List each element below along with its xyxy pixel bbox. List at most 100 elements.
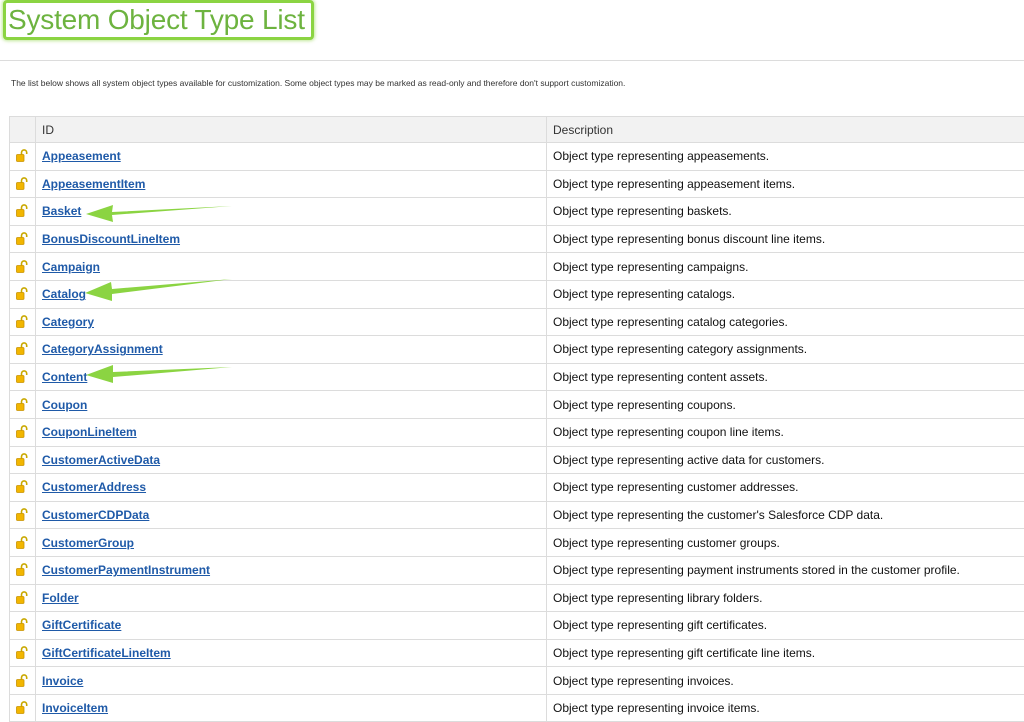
row-icon-cell bbox=[10, 556, 36, 584]
description-cell: Object type representing content assets. bbox=[547, 363, 1024, 391]
object-type-link[interactable]: Invoice bbox=[42, 674, 83, 688]
unlocked-padlock-icon bbox=[16, 233, 28, 247]
unlocked-padlock-icon bbox=[16, 426, 28, 440]
description-cell: Object type representing appeasements. bbox=[547, 143, 1024, 171]
row-icon-cell bbox=[10, 143, 36, 171]
table-row: CustomerGroup Object type representing cu… bbox=[10, 529, 1024, 557]
unlocked-padlock-icon bbox=[16, 619, 28, 633]
header-id: ID bbox=[36, 117, 547, 143]
header-description: Description bbox=[547, 117, 1024, 143]
description-cell: Object type representing customer addres… bbox=[547, 474, 1024, 502]
table-row: Invoice Object type representing invoices… bbox=[10, 667, 1024, 695]
description-cell: Object type representing library folders… bbox=[547, 584, 1024, 612]
description-cell: Object type representing baskets. bbox=[547, 198, 1024, 226]
object-type-link[interactable]: InvoiceItem bbox=[42, 701, 108, 715]
intro-text: The list below shows all system object t… bbox=[11, 78, 625, 88]
object-type-link[interactable]: CustomerActiveData bbox=[42, 453, 160, 467]
id-cell: Basket bbox=[36, 198, 547, 226]
object-type-link[interactable]: GiftCertificate bbox=[42, 618, 121, 632]
id-cell: Appeasement bbox=[36, 143, 547, 171]
unlocked-padlock-icon bbox=[16, 647, 28, 661]
object-type-link[interactable]: Basket bbox=[42, 204, 81, 218]
table-header-row: ID Description bbox=[10, 117, 1024, 143]
row-icon-cell bbox=[10, 225, 36, 253]
object-type-link[interactable]: CustomerAddress bbox=[42, 480, 146, 494]
row-icon-cell bbox=[10, 446, 36, 474]
id-cell: Content bbox=[36, 363, 547, 391]
table-row: Folder Object type representing library f… bbox=[10, 584, 1024, 612]
object-type-link[interactable]: Folder bbox=[42, 591, 79, 605]
unlocked-padlock-icon bbox=[16, 454, 28, 468]
object-type-link[interactable]: CustomerPaymentInstrument bbox=[42, 563, 210, 577]
id-cell: CustomerPaymentInstrument bbox=[36, 556, 547, 584]
object-type-link[interactable]: CouponLineItem bbox=[42, 425, 137, 439]
unlocked-padlock-icon bbox=[16, 481, 28, 495]
description-cell: Object type representing payment instrum… bbox=[547, 556, 1024, 584]
table-row: CouponLineItem Object type representing c… bbox=[10, 418, 1024, 446]
object-type-link[interactable]: Catalog bbox=[42, 287, 86, 301]
row-icon-cell bbox=[10, 198, 36, 226]
unlocked-padlock-icon bbox=[16, 702, 28, 716]
id-cell: AppeasementItem bbox=[36, 170, 547, 198]
unlocked-padlock-icon bbox=[16, 316, 28, 330]
unlocked-padlock-icon bbox=[16, 592, 28, 606]
unlocked-padlock-icon bbox=[16, 509, 28, 523]
row-icon-cell bbox=[10, 612, 36, 640]
description-cell: Object type representing coupon line ite… bbox=[547, 418, 1024, 446]
row-icon-cell bbox=[10, 253, 36, 281]
unlocked-padlock-icon bbox=[16, 261, 28, 275]
header-icon-column bbox=[10, 117, 36, 143]
object-type-link[interactable]: Campaign bbox=[42, 260, 100, 274]
table-row: CustomerAddress Object type representing … bbox=[10, 474, 1024, 502]
id-cell: Campaign bbox=[36, 253, 547, 281]
object-type-link[interactable]: BonusDiscountLineItem bbox=[42, 232, 180, 246]
description-cell: Object type representing customer groups… bbox=[547, 529, 1024, 557]
id-cell: Coupon bbox=[36, 391, 547, 419]
object-type-link[interactable]: Category bbox=[42, 315, 94, 329]
description-cell: Object type representing invoices. bbox=[547, 667, 1024, 695]
object-type-link[interactable]: Appeasement bbox=[42, 149, 121, 163]
object-type-link[interactable]: CategoryAssignment bbox=[42, 342, 163, 356]
row-icon-cell bbox=[10, 308, 36, 336]
object-type-table: ID Description Appeasement Object type re… bbox=[9, 116, 1024, 722]
object-type-link[interactable]: Content bbox=[42, 370, 87, 384]
row-icon-cell bbox=[10, 474, 36, 502]
description-cell: Object type representing gift certificat… bbox=[547, 639, 1024, 667]
table-row: CustomerActiveData Object type representi… bbox=[10, 446, 1024, 474]
row-icon-cell bbox=[10, 391, 36, 419]
object-type-link[interactable]: CustomerCDPData bbox=[42, 508, 149, 522]
object-type-link[interactable]: AppeasementItem bbox=[42, 177, 145, 191]
row-icon-cell bbox=[10, 584, 36, 612]
row-icon-cell bbox=[10, 280, 36, 308]
id-cell: Folder bbox=[36, 584, 547, 612]
divider bbox=[0, 60, 1024, 61]
description-cell: Object type representing catalogs. bbox=[547, 280, 1024, 308]
row-icon-cell bbox=[10, 639, 36, 667]
id-cell: Category bbox=[36, 308, 547, 336]
description-cell: Object type representing active data for… bbox=[547, 446, 1024, 474]
id-cell: BonusDiscountLineItem bbox=[36, 225, 547, 253]
id-cell: CustomerActiveData bbox=[36, 446, 547, 474]
object-type-link[interactable]: CustomerGroup bbox=[42, 536, 134, 550]
page-title: System Object Type List bbox=[8, 6, 305, 34]
description-cell: Object type representing gift certificat… bbox=[547, 612, 1024, 640]
unlocked-padlock-icon bbox=[16, 150, 28, 164]
object-type-link[interactable]: Coupon bbox=[42, 398, 87, 412]
table-row: InvoiceItem Object type representing invo… bbox=[10, 694, 1024, 722]
row-icon-cell bbox=[10, 694, 36, 722]
object-type-link[interactable]: GiftCertificateLineItem bbox=[42, 646, 171, 660]
table-row: Catalog Object type representing catalogs… bbox=[10, 280, 1024, 308]
unlocked-padlock-icon bbox=[16, 537, 28, 551]
row-icon-cell bbox=[10, 501, 36, 529]
unlocked-padlock-icon bbox=[16, 178, 28, 192]
unlocked-padlock-icon bbox=[16, 371, 28, 385]
row-icon-cell bbox=[10, 336, 36, 364]
description-cell: Object type representing invoice items. bbox=[547, 694, 1024, 722]
row-icon-cell bbox=[10, 363, 36, 391]
